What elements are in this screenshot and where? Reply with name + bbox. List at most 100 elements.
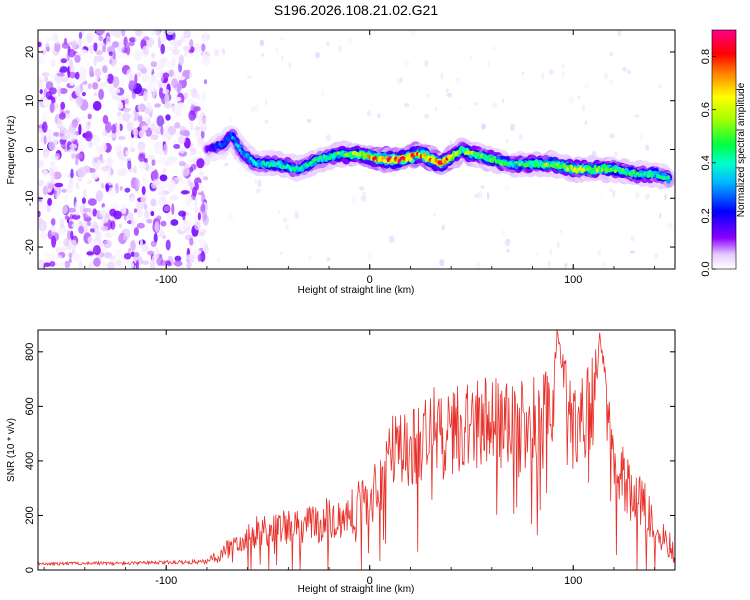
noise-blob	[325, 134, 332, 142]
noise-blob	[66, 183, 74, 194]
noise-blob	[75, 96, 84, 106]
ridge-mark	[320, 157, 324, 163]
noise-blob	[54, 182, 64, 188]
noise-blob	[55, 40, 60, 45]
noise-blob	[169, 38, 179, 46]
noise-blob	[57, 86, 62, 98]
noise-blob	[133, 227, 139, 236]
noise-blob	[134, 178, 140, 190]
noise-blob	[92, 208, 97, 217]
noise-blob	[113, 202, 119, 211]
noise-blob	[93, 55, 97, 67]
ridge-mark	[280, 162, 284, 167]
noise-blob	[504, 186, 510, 191]
noise-blob	[50, 218, 56, 226]
noise-blob	[112, 41, 119, 48]
x-tick-label: 0	[367, 274, 373, 286]
noise-blob	[144, 72, 153, 80]
noise-blob	[128, 37, 137, 43]
noise-blob	[158, 230, 165, 236]
noise-blob	[48, 140, 57, 151]
snr-panel: -100 0 100 0 200 400 600 800 Height of straigh…	[6, 329, 676, 595]
noise-blob	[169, 160, 176, 165]
noise-blob	[130, 147, 136, 153]
noise-blob	[71, 153, 76, 159]
noise-blob	[404, 103, 410, 108]
noise-blob	[94, 68, 102, 78]
noise-blob	[106, 41, 111, 48]
noise-blob	[255, 188, 262, 193]
noise-blob	[107, 45, 115, 55]
noise-blob	[84, 264, 89, 269]
noise-blob	[38, 159, 44, 168]
noise-blob	[181, 166, 190, 177]
noise-blob	[149, 84, 157, 93]
noise-blob	[89, 100, 95, 112]
noise-blob	[222, 52, 226, 57]
noise-blob	[158, 185, 166, 192]
noise-blob	[473, 102, 479, 106]
noise-blob	[198, 116, 208, 128]
noise-blob	[224, 162, 229, 167]
ridge-mark	[249, 156, 253, 161]
noise-blob	[622, 66, 628, 72]
noise-blob	[200, 203, 206, 213]
ridge-mark	[458, 150, 462, 155]
noise-blob	[89, 44, 94, 55]
noise-blob	[165, 239, 171, 251]
noise-blob	[174, 255, 182, 262]
noise-blob	[101, 210, 106, 218]
noise-blob	[122, 52, 127, 59]
noise-blob	[183, 30, 192, 39]
noise-blob	[68, 130, 77, 142]
noise-blob	[119, 186, 124, 191]
noise-blob	[59, 66, 68, 73]
noise-blob	[173, 96, 182, 102]
noise-blob	[42, 113, 48, 125]
noise-blob	[174, 122, 181, 129]
colorbar-gradient	[711, 29, 737, 270]
noise-blob	[197, 239, 205, 244]
noise-blob	[38, 41, 42, 47]
noise-blob	[264, 99, 268, 106]
noise-blob	[49, 261, 56, 267]
noise-blob	[82, 84, 88, 90]
noise-blob	[141, 177, 148, 185]
noise-blob	[151, 159, 156, 166]
noise-blob	[160, 125, 164, 136]
noise-blob	[39, 89, 43, 95]
noise-blob	[155, 30, 161, 37]
noise-blob	[160, 220, 167, 227]
noise-blob	[107, 132, 117, 139]
noise-blob	[146, 218, 153, 224]
noise-blob	[275, 45, 278, 54]
noise-blob	[200, 129, 205, 139]
noise-blob	[403, 60, 410, 66]
noise-blob	[83, 208, 92, 213]
noise-blob	[171, 78, 179, 88]
noise-blob	[176, 39, 183, 47]
noise-blob	[629, 250, 636, 254]
noise-blob	[111, 123, 116, 134]
noise-blob	[645, 193, 650, 200]
noise-blob	[487, 191, 490, 200]
noise-blob	[165, 114, 171, 121]
noise-blob	[80, 68, 86, 81]
noise-blob	[388, 235, 395, 243]
noise-blob	[112, 76, 120, 88]
ridge-mark	[390, 158, 394, 162]
x-tick-label: 100	[564, 575, 582, 587]
colorbar-label: Normalized spectral amplitude	[736, 82, 747, 217]
noise-blob	[197, 137, 205, 145]
noise-blob	[124, 229, 130, 237]
noise-blob	[121, 112, 131, 122]
noise-blob	[70, 239, 77, 251]
ridge-mark	[232, 136, 236, 141]
noise-blob	[441, 224, 445, 231]
noise-blob	[100, 225, 109, 231]
noise-blob	[88, 139, 93, 149]
noise-blob	[87, 113, 92, 120]
noise-blob	[639, 133, 643, 141]
noise-blob	[93, 92, 98, 97]
noise-blob	[157, 191, 165, 196]
